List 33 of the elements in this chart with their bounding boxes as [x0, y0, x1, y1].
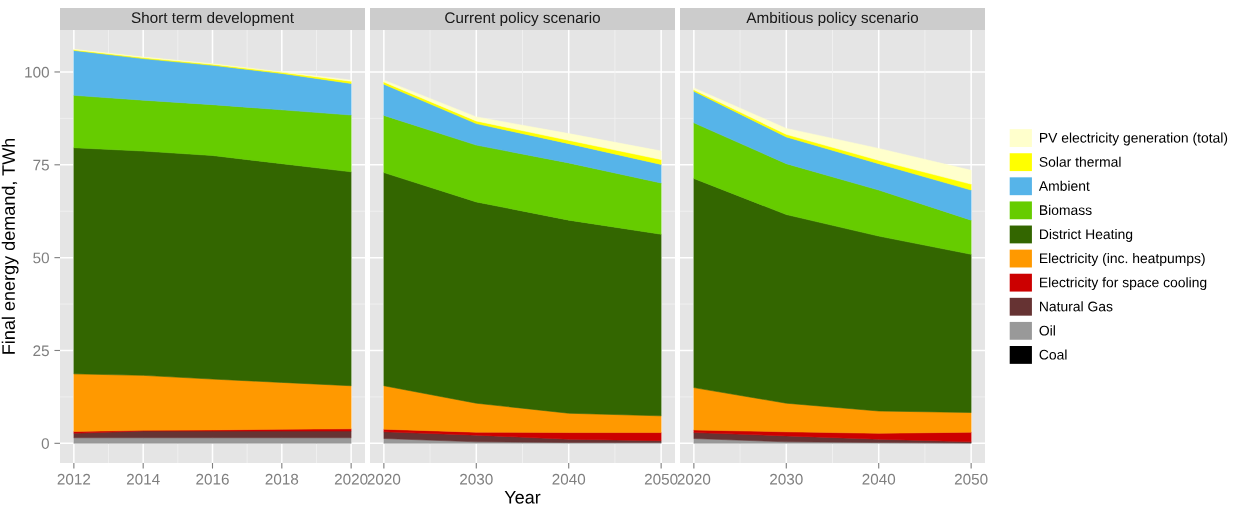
- legend-label: Solar thermal: [1039, 156, 1121, 167]
- x-tick-label: 2030: [770, 473, 803, 485]
- y-axis-title: Final energy demand, TWh: [1, 138, 19, 354]
- legend-label: Oil: [1039, 325, 1055, 336]
- x-axis-title: Year: [504, 491, 541, 504]
- x-tick-label: 2050: [954, 473, 988, 485]
- x-tick-label: 2050: [644, 473, 678, 485]
- x-tick-label: 2016: [196, 473, 229, 485]
- x-tick-label: 2014: [126, 473, 160, 485]
- legend-label: Biomass: [1040, 204, 1092, 216]
- x-tick-label: 2018: [265, 473, 299, 485]
- x-tick-label: 2020: [367, 473, 401, 485]
- chart-title: Current policy scenario: [445, 11, 600, 27]
- x-tick-label: 2040: [552, 473, 586, 485]
- x-tick-label: 2030: [460, 473, 493, 485]
- legend-label: Coal: [1039, 349, 1067, 360]
- legend-label: Electricity (inc. heatpumps): [1040, 253, 1205, 266]
- y-tick-label: 100: [25, 66, 49, 78]
- y-tick-label: 50: [33, 252, 49, 264]
- legend-label: Natural Gas: [1040, 301, 1113, 312]
- y-tick-label: 0: [41, 438, 49, 449]
- legend-label: PV electricity generation (total): [1040, 132, 1228, 146]
- legend-label: District Heating: [1040, 228, 1133, 242]
- x-tick-label: 2040: [862, 473, 896, 485]
- x-tick-label: 2020: [677, 473, 711, 485]
- chart-title: Ambitious policy scenario: [746, 11, 919, 27]
- legend-label: Electricity for space cooling: [1040, 277, 1207, 291]
- chart-title: Short term development: [131, 11, 294, 27]
- y-tick-label: 75: [33, 159, 49, 171]
- x-tick-label: 2012: [57, 473, 91, 485]
- legend-label: Ambient: [1038, 180, 1090, 191]
- x-tick-label: 2020: [334, 473, 368, 485]
- y-tick-label: 25: [33, 345, 49, 357]
